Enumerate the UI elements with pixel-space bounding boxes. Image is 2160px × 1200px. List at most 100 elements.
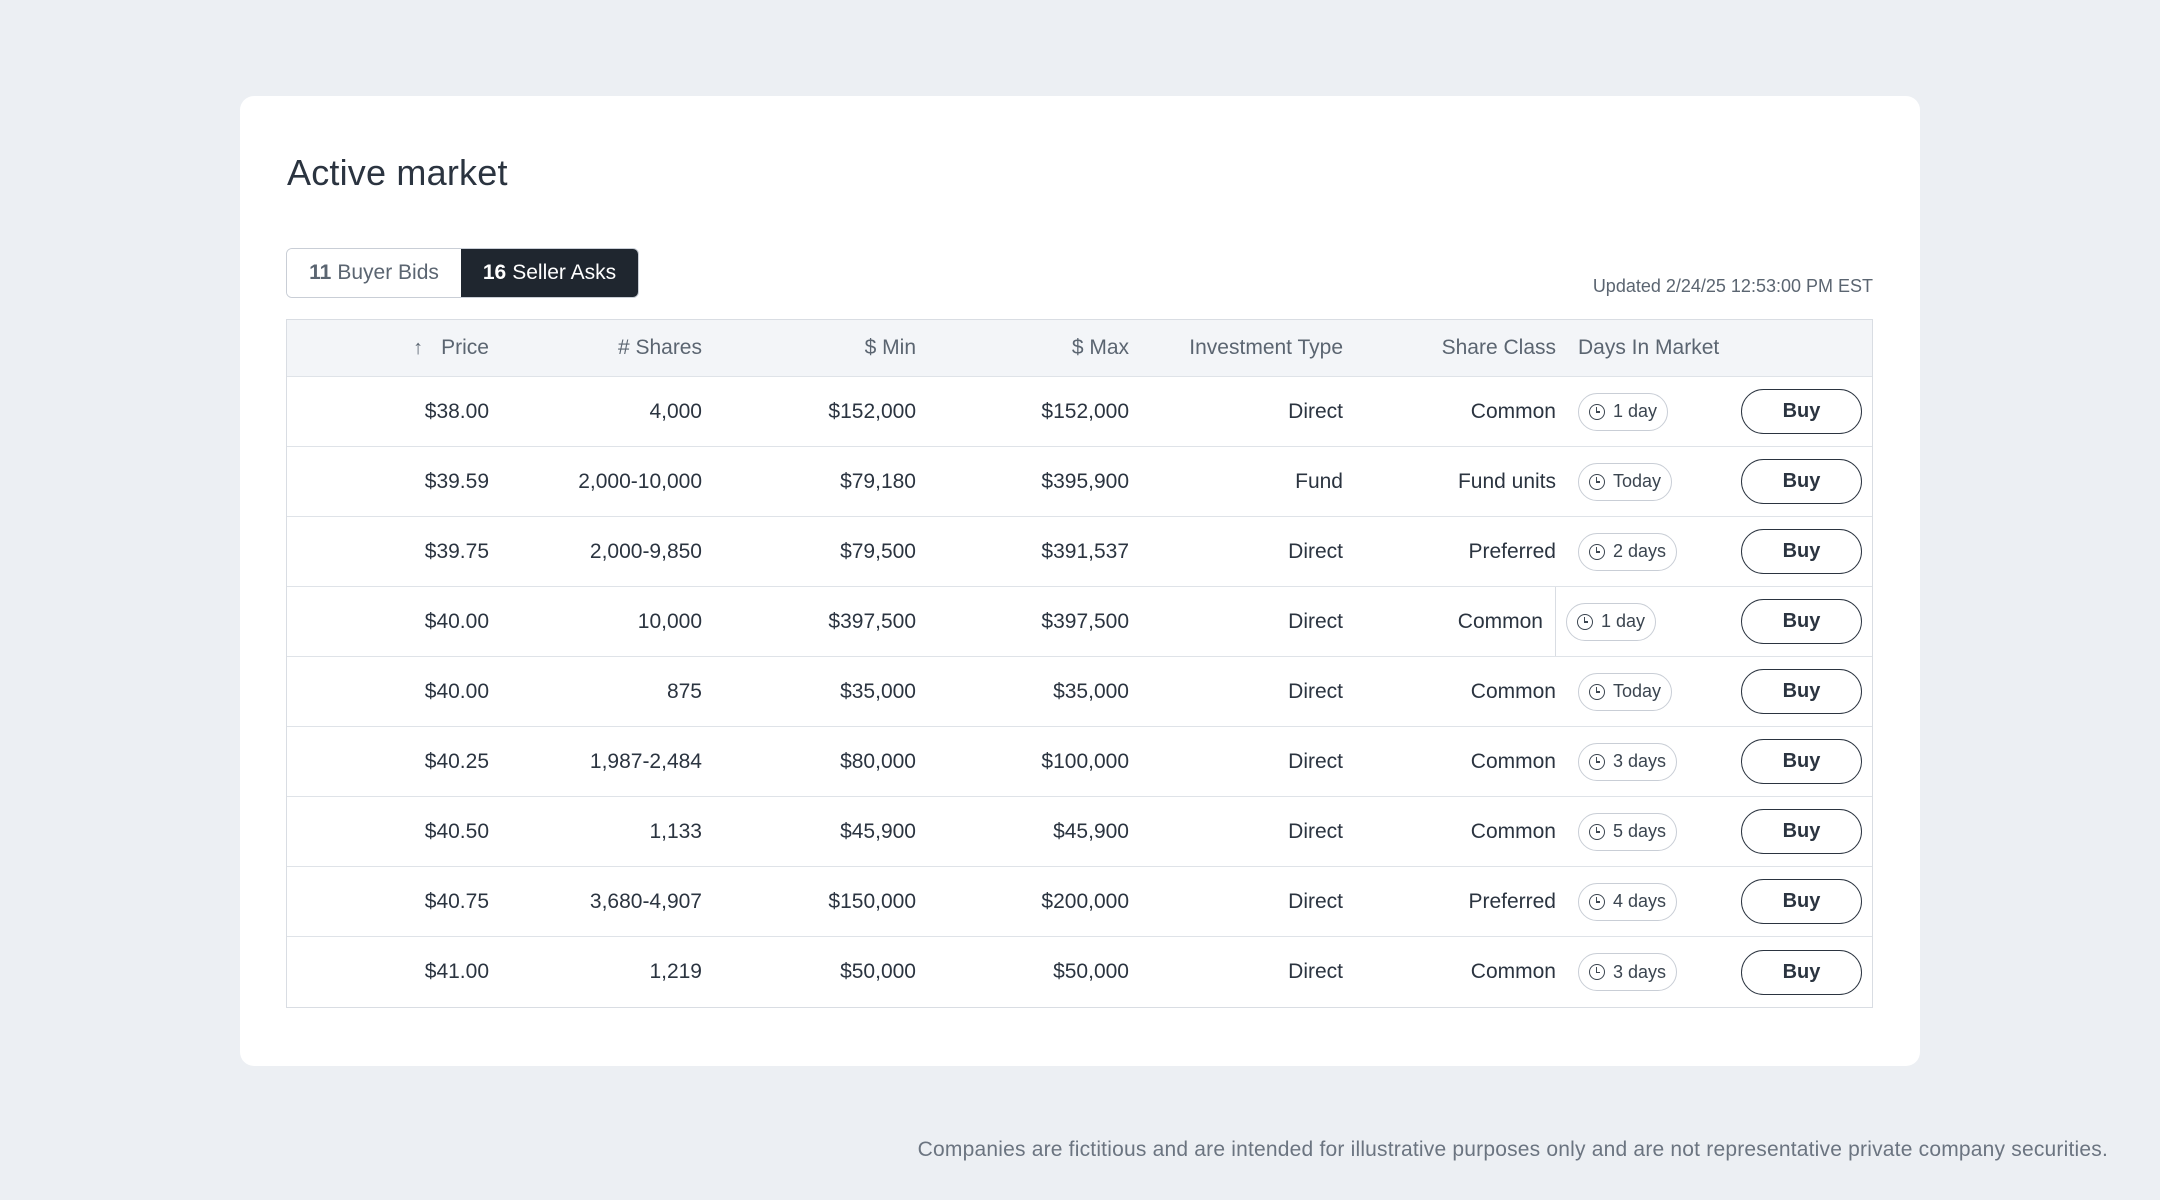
days-in-market-cell: 3 days: [1556, 742, 1726, 781]
max-cell: $152,000: [1041, 399, 1129, 423]
price-cell: $40.00: [424, 609, 489, 633]
share-class-cell: Common: [1470, 399, 1556, 423]
price-column-header[interactable]: ↑ Price: [287, 336, 489, 360]
max-cell: $395,900: [1041, 469, 1129, 493]
share-class-cell: Common: [1470, 679, 1556, 703]
disclaimer-note: Companies are fictitious and are intende…: [917, 1138, 2108, 1161]
price-cell: $39.75: [424, 539, 489, 563]
min-cell: $79,500: [840, 539, 916, 563]
clock-icon: [1589, 753, 1605, 770]
min-column-header[interactable]: $ Min: [864, 336, 916, 359]
days-badge: 5 days: [1578, 812, 1678, 851]
buy-button[interactable]: Buy: [1741, 389, 1862, 434]
shares-column-header[interactable]: # Shares: [617, 336, 702, 359]
shares-cell: 3,680-4,907: [589, 889, 702, 913]
days-in-market-cell: Today: [1556, 462, 1726, 501]
days-in-market-column-header[interactable]: Days In Market: [1578, 336, 1720, 359]
asks-table: ↑ Price # Shares $ Min $ Max Investment T…: [286, 319, 1873, 1008]
min-cell: $150,000: [828, 889, 916, 913]
share-class-label: Common: [1457, 609, 1543, 633]
buy-cell: Buy: [1726, 739, 1872, 784]
share-class-cell: Common: [1343, 587, 1556, 656]
buy-cell: Buy: [1726, 809, 1872, 854]
clock-icon: [1589, 893, 1605, 910]
updated-timestamp: Updated 2/24/25 12:53:00 PM EST: [1592, 276, 1873, 296]
clock-icon: [1577, 613, 1593, 630]
days-badge: Today: [1578, 672, 1673, 711]
days-badge: 4 days: [1578, 882, 1678, 921]
max-cell: $397,500: [1041, 609, 1129, 633]
table-header-row: ↑ Price # Shares $ Min $ Max Investment T…: [287, 320, 1872, 377]
clock-icon: [1589, 823, 1605, 840]
min-cell: $397,500: [828, 609, 916, 633]
table-row: $40.00 10,000 $397,500 $397,500 Direct C…: [287, 587, 1872, 657]
share-class-cell: Common: [1470, 960, 1556, 983]
clock-icon: [1589, 964, 1605, 980]
shares-cell: 1,987-2,484: [589, 749, 702, 773]
buy-button[interactable]: Buy: [1741, 459, 1862, 504]
shares-cell: 875: [666, 679, 702, 703]
buy-button[interactable]: Buy: [1741, 949, 1862, 995]
investment-type-cell: Direct: [1288, 819, 1343, 843]
days-in-market-cell: 5 days: [1556, 812, 1726, 851]
buyer-bids-tab[interactable]: 11 Buyer Bids: [287, 249, 461, 297]
days-label: 2 days: [1613, 541, 1667, 561]
table-row: $41.00 1,219 $50,000 $50,000 Direct Comm…: [287, 937, 1872, 1007]
min-cell: $45,900: [840, 819, 916, 843]
buy-button[interactable]: Buy: [1741, 599, 1862, 644]
days-label: 1 day: [1613, 401, 1658, 421]
share-class-cell: Preferred: [1468, 889, 1556, 913]
max-cell: $391,537: [1041, 539, 1129, 563]
table-row: $38.00 4,000 $152,000 $152,000 Direct Co…: [287, 377, 1872, 447]
price-cell: $40.00: [424, 679, 489, 703]
max-cell: $200,000: [1041, 889, 1129, 913]
days-in-market-cell: Today: [1556, 672, 1726, 711]
buy-button[interactable]: Buy: [1741, 529, 1862, 574]
investment-type-cell: Direct: [1288, 889, 1343, 913]
buy-button[interactable]: Buy: [1741, 809, 1862, 854]
price-cell: $41.00: [424, 960, 489, 983]
days-badge: 3 days: [1578, 742, 1678, 781]
max-cell: $45,900: [1053, 819, 1129, 843]
shares-cell: 10,000: [637, 609, 702, 633]
max-cell: $100,000: [1041, 749, 1129, 773]
buy-cell: Buy: [1726, 879, 1872, 924]
days-label: Today: [1613, 681, 1662, 701]
min-cell: $50,000: [840, 960, 916, 983]
buy-button[interactable]: Buy: [1741, 879, 1862, 924]
buy-cell: Buy: [1726, 949, 1872, 995]
investment-type-cell: Fund: [1295, 469, 1343, 493]
seller-asks-tab[interactable]: 16 Seller Asks: [461, 249, 638, 297]
buy-button[interactable]: Buy: [1741, 739, 1862, 784]
buyer-bids-label: Buyer Bids: [337, 261, 439, 284]
share-class-cell: Common: [1470, 819, 1556, 843]
price-cell: $40.50: [424, 819, 489, 843]
investment-type-cell: Direct: [1288, 539, 1343, 563]
buy-cell: Buy: [1726, 599, 1872, 644]
shares-cell: 2,000-10,000: [578, 469, 702, 493]
buy-button[interactable]: Buy: [1741, 669, 1862, 714]
days-badge: 1 day: [1566, 602, 1657, 641]
days-badge: 2 days: [1578, 532, 1678, 571]
share-class-cell: Common: [1470, 749, 1556, 773]
days-in-market-cell: 3 days: [1556, 953, 1726, 991]
table-row: $39.75 2,000-9,850 $79,500 $391,537 Dire…: [287, 517, 1872, 587]
investment-type-cell: Direct: [1288, 749, 1343, 773]
share-class-column-header[interactable]: Share Class: [1441, 336, 1556, 359]
table-row: $40.25 1,987-2,484 $80,000 $100,000 Dire…: [287, 727, 1872, 797]
investment-type-cell: Direct: [1288, 399, 1343, 423]
shares-cell: 2,000-9,850: [589, 539, 702, 563]
active-market-card: Active market 11 Buyer Bids 16 Seller As…: [240, 96, 1920, 1066]
shares-cell: 4,000: [649, 399, 702, 423]
arrow-up-icon: ↑: [413, 337, 424, 359]
shares-cell: 1,219: [649, 960, 702, 983]
min-cell: $35,000: [840, 679, 916, 703]
buy-cell: Buy: [1726, 459, 1872, 504]
min-cell: $152,000: [828, 399, 916, 423]
share-class-cell: Preferred: [1468, 539, 1556, 563]
max-column-header[interactable]: $ Max: [1071, 336, 1129, 359]
days-label: 4 days: [1613, 891, 1667, 911]
price-cell: $38.00: [424, 399, 489, 423]
investment-type-column-header[interactable]: Investment Type: [1189, 336, 1343, 359]
days-label: Today: [1613, 471, 1662, 491]
